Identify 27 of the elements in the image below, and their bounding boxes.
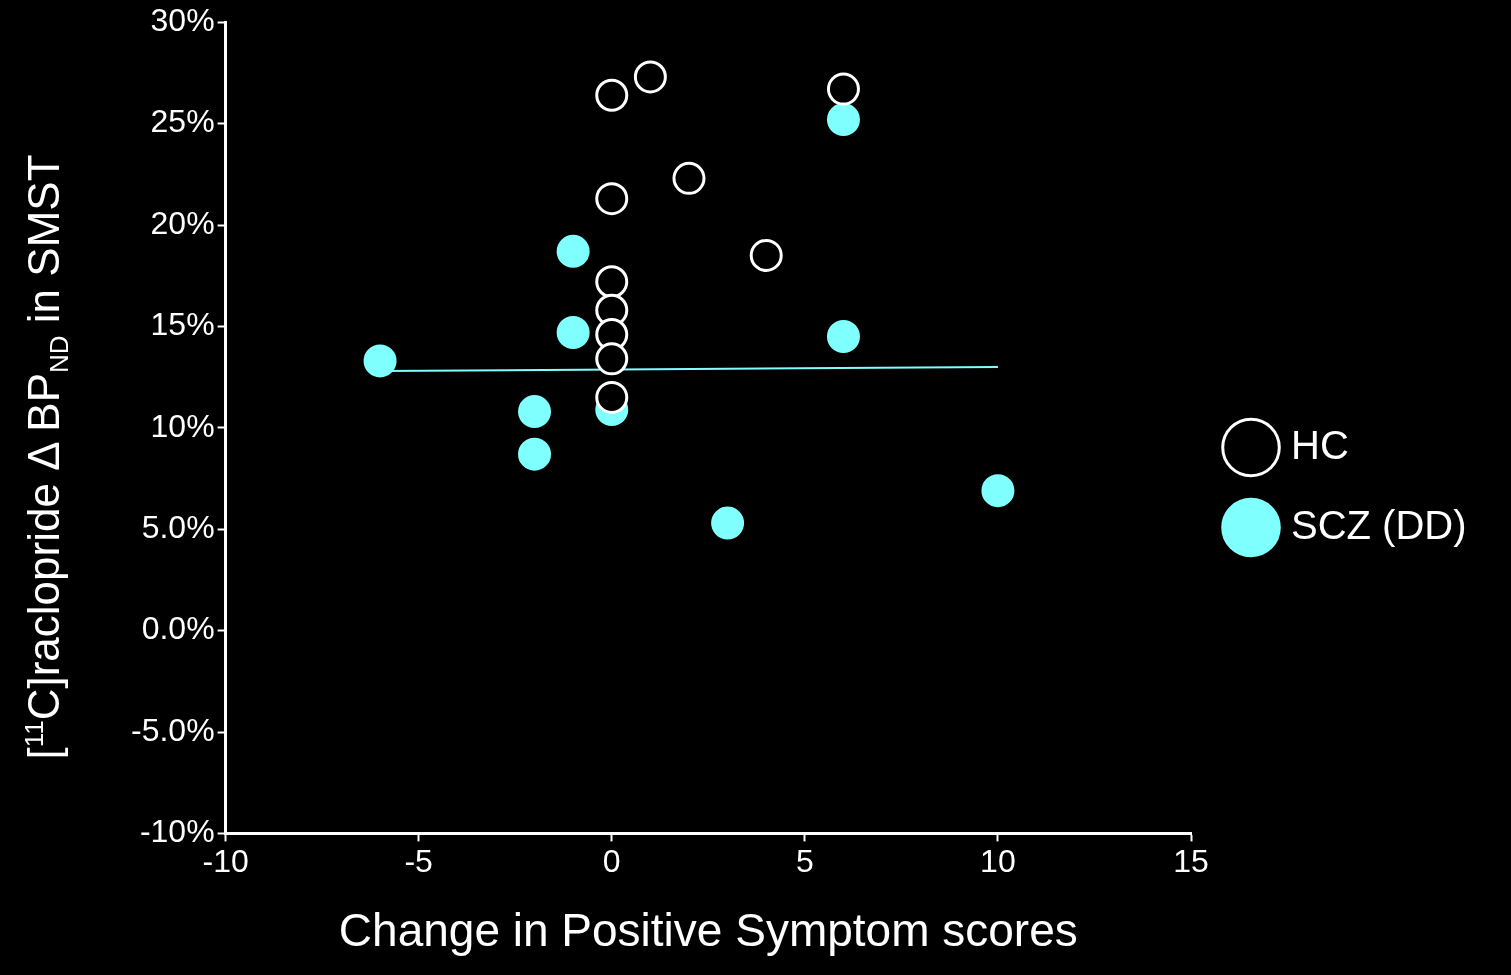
x-tick-label: 10 [980,843,1016,880]
point [518,395,552,429]
x-tick-label: -5 [404,843,433,880]
point [711,506,745,540]
y-tick-label: 5.0% [141,509,215,546]
y-tick-label: 20% [150,204,215,241]
point [826,320,860,354]
point [981,474,1015,508]
point [595,342,629,376]
y-tick-label: 10% [150,407,215,444]
point [518,437,552,471]
point [556,234,590,268]
legend-label: SCZ (DD) [1291,502,1467,547]
y-tick-label: 0.0% [141,610,215,647]
x-tick-label: 0 [602,843,621,880]
point [595,380,629,414]
point [556,315,590,349]
x-tick-label: 15 [1173,843,1209,880]
legend-label: HC [1291,422,1349,467]
y-tick-label: 15% [150,306,215,343]
y-tick-label: 30% [150,2,215,39]
point [363,344,397,378]
y-tick-label: 25% [150,103,215,140]
x-axis-title: Change in Positive Symptom scores [338,904,1078,957]
x-tick-label: 5 [795,843,814,880]
y-tick-label: -5.0% [131,711,215,748]
point [826,103,860,137]
